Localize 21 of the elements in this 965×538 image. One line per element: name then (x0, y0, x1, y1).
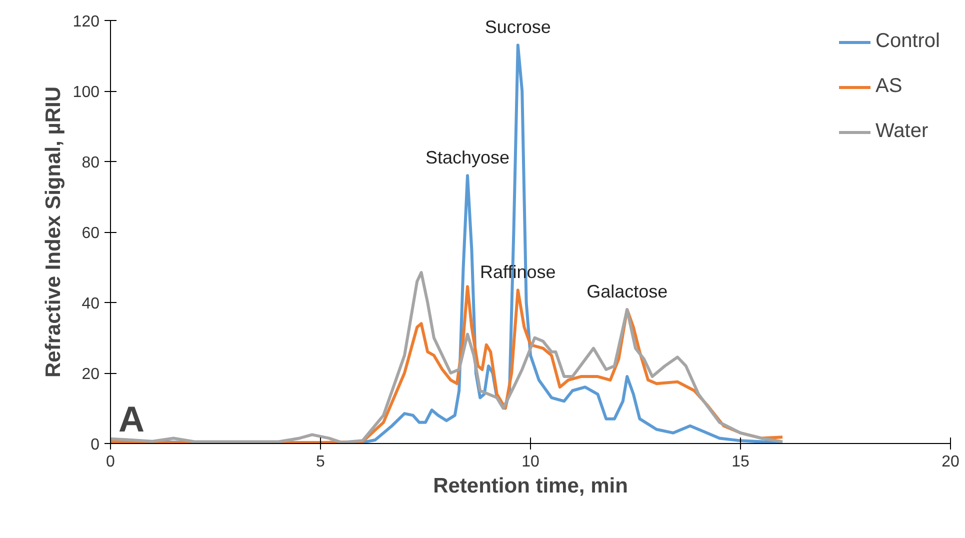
x-tick-label: 0 (106, 454, 116, 470)
x-tick-label: 10 (522, 454, 540, 470)
annotation: Stachyose (425, 148, 510, 168)
legend-label: AS (876, 75, 902, 98)
y-axis-title: Refractive Index Signal, µRIU (42, 86, 65, 378)
y-tick-label: 0 (90, 436, 100, 454)
x-axis-title: Retention time, min (433, 474, 628, 498)
legend-label: Control (876, 30, 940, 53)
x-tick-label: 20 (942, 454, 960, 470)
annotation: Galactose (586, 282, 668, 302)
annotation: Sucrose (484, 17, 551, 38)
legend-label: Water (876, 120, 928, 143)
y-tick-label: 80 (82, 154, 100, 172)
x-tick-label: 15 (732, 454, 750, 470)
y-tick-label: 60 (82, 225, 100, 242)
y-tick-label: 100 (72, 84, 100, 101)
y-tick-label: 120 (72, 14, 100, 30)
x-tick-label: 5 (316, 454, 326, 470)
annotation: A (118, 398, 144, 440)
y-tick-label: 20 (82, 366, 100, 383)
y-tick-label: 40 (82, 296, 100, 312)
